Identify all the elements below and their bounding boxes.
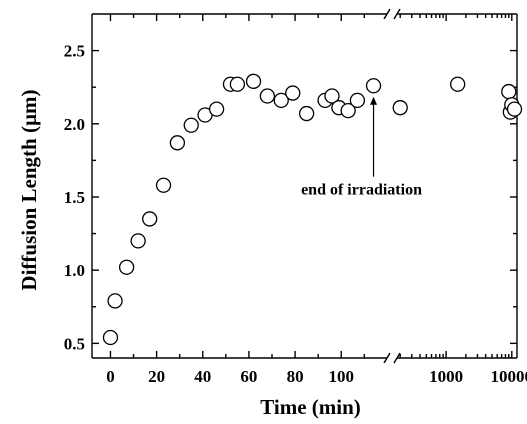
x-tick-label: 40 (194, 367, 211, 386)
y-axis-title: Diffusion Length (µm) (17, 89, 41, 290)
data-point (107, 293, 123, 309)
data-point (349, 92, 366, 109)
data-point (298, 105, 315, 122)
y-tick-label: 2.5 (64, 42, 85, 61)
data-point (365, 78, 382, 94)
y-tick-label: 1.5 (64, 188, 85, 207)
axis-break-mark (393, 8, 401, 20)
data-point (142, 211, 158, 227)
data-point (450, 76, 466, 92)
data-point (245, 73, 262, 89)
annotation-end-of-irradiation: end of irradiation (301, 182, 422, 199)
data-points (102, 73, 523, 346)
data-point (259, 88, 276, 104)
x-tick-label: 60 (240, 367, 257, 386)
data-point (285, 85, 301, 101)
axes (91, 8, 518, 364)
data-point (183, 117, 199, 133)
data-point (208, 101, 225, 117)
tick-marks (92, 14, 517, 358)
data-point (118, 259, 135, 275)
data-point (130, 233, 146, 249)
data-point (340, 102, 356, 119)
axis-break-mark (383, 8, 391, 20)
data-point (392, 100, 408, 116)
data-point (273, 92, 289, 109)
tick-labels: 0.5 1.0 1.5 2.0 2.5 0 20 40 60 80 100 1000 10000 (64, 42, 527, 386)
annotation-arrowhead (370, 96, 378, 105)
y-tick-label: 2.0 (64, 115, 85, 134)
data-point (324, 88, 340, 104)
x-tick-label: 10000 (491, 367, 527, 386)
y-tick-label: 0.5 (64, 334, 85, 353)
axis-break-mark (393, 352, 401, 364)
data-point (229, 76, 246, 92)
data-point (506, 101, 523, 117)
data-point (169, 135, 186, 151)
x-tick-label: 0 (106, 367, 115, 386)
x-tick-label: 80 (287, 367, 304, 386)
axis-break-mark (383, 352, 391, 364)
data-point (501, 83, 517, 100)
data-point (155, 177, 172, 193)
data-point (102, 329, 119, 346)
y-tick-label: 1.0 (64, 261, 85, 280)
x-axis-title: Time (min) (260, 395, 361, 419)
annotation: end of irradiation (301, 96, 422, 199)
x-tick-label: 1000 (429, 367, 463, 386)
x-tick-label: 100 (328, 367, 354, 386)
x-tick-label: 20 (148, 367, 165, 386)
